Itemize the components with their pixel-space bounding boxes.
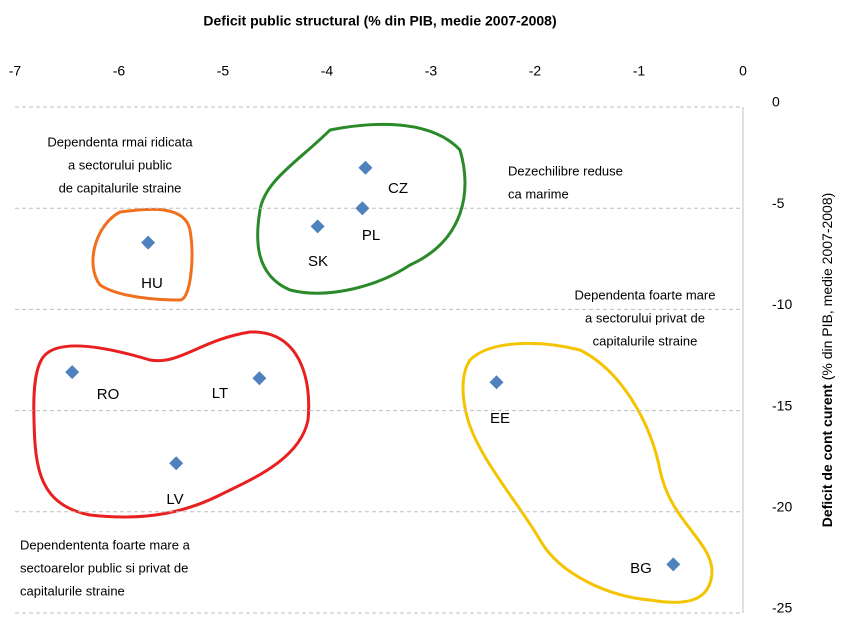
- annotation: capitalurile straine: [593, 333, 698, 348]
- y-tick-label: -20: [772, 499, 792, 515]
- annotation: Dependenta rmai ridicata: [47, 134, 193, 149]
- y-tick-label: 0: [772, 94, 780, 110]
- point-label: CZ: [388, 180, 408, 197]
- annotation: Dependententa foarte mare a: [20, 537, 191, 552]
- data-point: [65, 365, 80, 380]
- data-point: [355, 201, 370, 216]
- annotation: sectoarelor public si privat de: [20, 560, 188, 575]
- point-label: PL: [362, 227, 380, 244]
- data-point: [358, 160, 373, 175]
- annotation: a sectorului privat de: [585, 310, 705, 325]
- annotation: a sectorului public: [68, 157, 173, 172]
- group-outline: [256, 122, 467, 295]
- data-point: [310, 219, 325, 234]
- y-tick-label: -10: [772, 296, 792, 312]
- y-axis-label-main: Deficit de cont curent: [819, 384, 835, 527]
- group-outline: [461, 342, 714, 604]
- data-point: [666, 557, 681, 572]
- point-label: BG: [630, 560, 652, 577]
- group-outline: [32, 330, 311, 519]
- annotation: ca marime: [508, 186, 569, 201]
- y-tick-label: -5: [772, 195, 785, 211]
- point-label: SK: [308, 253, 328, 270]
- annotation: Dezechilibre reduse: [508, 163, 623, 178]
- y-axis-label-note: (% din PIB, medie 2007-2008): [819, 193, 835, 381]
- point-label: EE: [490, 410, 510, 427]
- chart-title: Deficit public structural (% din PIB, me…: [203, 13, 556, 29]
- point-label: RO: [97, 386, 120, 403]
- x-tick-label: -1: [633, 63, 646, 79]
- x-tick-label: -2: [529, 63, 542, 79]
- y-axis-label: Deficit de cont curent (% din PIB, medie…: [819, 193, 835, 528]
- x-tick-label: -4: [321, 63, 334, 79]
- x-tick-label: -3: [425, 63, 438, 79]
- data-point: [169, 456, 184, 471]
- point-label: LT: [212, 385, 228, 402]
- x-tick-label: -7: [9, 63, 22, 79]
- x-tick-label: -6: [113, 63, 126, 79]
- annotation: capitalurile straine: [20, 583, 125, 598]
- data-point: [489, 375, 504, 390]
- x-tick-label: 0: [739, 63, 747, 79]
- annotation: Dependenta foarte mare: [575, 287, 716, 302]
- x-tick-label: -5: [217, 63, 230, 79]
- point-label: LV: [166, 491, 183, 508]
- y-tick-label: -15: [772, 397, 792, 413]
- y-tick-label: -25: [772, 600, 792, 616]
- annotation: de capitalurile straine: [59, 180, 182, 195]
- data-point: [252, 371, 267, 386]
- data-point: [141, 235, 156, 250]
- group-outline: [91, 207, 194, 302]
- point-label: HU: [141, 275, 163, 292]
